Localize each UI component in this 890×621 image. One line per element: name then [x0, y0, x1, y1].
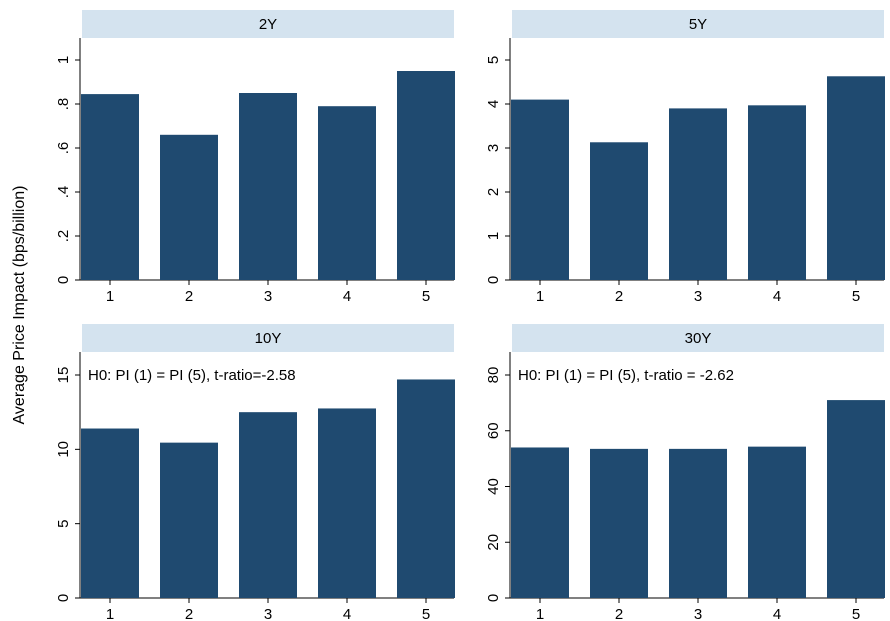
bar-5Y-5	[827, 76, 885, 280]
y-tick-label: 15	[55, 367, 72, 384]
y-tick-label: .4	[55, 186, 72, 199]
y-tick-label: 1	[55, 56, 72, 64]
x-tick-label: 3	[694, 288, 702, 305]
y-tick-label: 5	[485, 56, 502, 64]
bar-2Y-2	[160, 134, 218, 280]
bar-5Y-4	[748, 105, 806, 280]
hypothesis-annotation: H0: PI (1) = PI (5), t-ratio=-2.58	[88, 367, 296, 384]
y-tick-label: 4	[485, 100, 502, 108]
y-tick-label: .2	[55, 230, 72, 243]
x-tick-label: 2	[615, 606, 623, 621]
panel-title: 2Y	[259, 16, 277, 33]
x-tick-label: 4	[343, 606, 351, 621]
panel-5Y: 5Y 0 1 2 3 4 5 1 2 3 4 5	[485, 10, 885, 305]
x-tick-label: 3	[264, 288, 272, 305]
bar-5Y-3	[669, 108, 727, 281]
panel-header	[82, 324, 454, 352]
bar-30Y-1	[511, 447, 569, 598]
bar-30Y-5	[827, 400, 885, 598]
x-tick-label: 2	[615, 288, 623, 305]
panel-header	[512, 324, 884, 352]
bar-2Y-4	[318, 106, 376, 280]
bar-30Y-4	[748, 446, 806, 598]
x-tick-label: 2	[185, 606, 193, 621]
x-tick-label: 1	[536, 288, 544, 305]
y-tick-label: 0	[485, 594, 502, 602]
y-tick-label: .6	[55, 142, 72, 155]
y-tick-label: 60	[485, 422, 502, 439]
bar-10Y-5	[397, 379, 455, 598]
hypothesis-annotation: H0: PI (1) = PI (5), t-ratio = -2.62	[518, 367, 734, 384]
x-tick-label: 3	[264, 606, 272, 621]
y-tick-label: 20	[485, 534, 502, 551]
bar-30Y-3	[669, 448, 727, 598]
bar-10Y-3	[239, 412, 297, 598]
y-tick-label: 40	[485, 478, 502, 495]
bar-5Y-2	[590, 142, 648, 280]
bar-5Y-1	[511, 99, 569, 280]
x-tick-label: 1	[106, 606, 114, 621]
panel-2Y: 2Y 0 .2 .4 .6 .8 1 1 2 3 4 5	[55, 10, 455, 305]
x-tick-label: 4	[343, 288, 351, 305]
y-tick-label: 0	[485, 276, 502, 284]
panel-30Y: 30Y 0 20 40 60 80 1 2 3 4 5 H0: PI (1) = PI (5), t-…	[485, 324, 885, 621]
y-tick-label: 5	[55, 519, 72, 527]
x-tick-label: 4	[773, 606, 781, 621]
x-tick-label: 3	[694, 606, 702, 621]
x-tick-label: 5	[852, 606, 860, 621]
y-tick-label: 1	[485, 232, 502, 240]
bar-2Y-5	[397, 71, 455, 280]
bar-10Y-1	[81, 428, 139, 598]
y-tick-label: 2	[485, 188, 502, 196]
x-tick-label: 1	[106, 288, 114, 305]
panel-title: 10Y	[255, 330, 282, 347]
y-tick-label: 10	[55, 441, 72, 458]
panel-header	[512, 10, 884, 38]
x-tick-label: 4	[773, 288, 781, 305]
y-tick-label: 80	[485, 367, 502, 384]
x-tick-label: 1	[536, 606, 544, 621]
y-tick-label: 0	[55, 276, 72, 284]
bar-10Y-2	[160, 442, 218, 598]
bar-2Y-3	[239, 93, 297, 280]
panel-title: 5Y	[689, 16, 707, 33]
bar-2Y-1	[81, 94, 139, 280]
y-tick-label: 3	[485, 144, 502, 152]
x-tick-label: 5	[422, 606, 430, 621]
y-axis-label: Average Price Impact (bps/billion)	[11, 186, 28, 425]
bar-10Y-4	[318, 408, 376, 598]
x-tick-label: 5	[422, 288, 430, 305]
panel-title: 30Y	[685, 330, 712, 347]
bar-30Y-2	[590, 448, 648, 598]
y-tick-label: 0	[55, 594, 72, 602]
panel-header	[82, 10, 454, 38]
panel-10Y: 10Y 0 5 10 15 1 2 3 4 5 H0: PI (1) = PI (5), t-rat…	[55, 324, 455, 621]
x-tick-label: 2	[185, 288, 193, 305]
x-tick-label: 5	[852, 288, 860, 305]
y-tick-label: .8	[55, 98, 72, 111]
